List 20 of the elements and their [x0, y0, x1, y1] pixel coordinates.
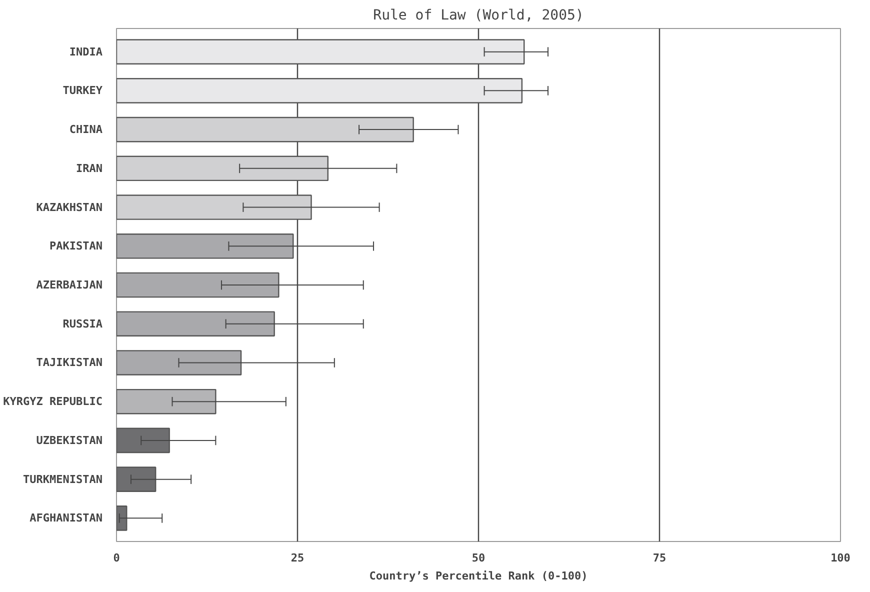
y-tick-label: AFGHANISTAN [30, 512, 103, 525]
x-tick-label: 75 [652, 552, 666, 564]
y-tick-label: TURKEY [62, 84, 103, 98]
y-tick-label: KAZAKHSTAN [36, 200, 103, 214]
y-tick-label: TURKMENISTAN [23, 472, 103, 486]
x-tick-label: 25 [290, 552, 304, 564]
y-tick-label: KYRGYZ REPUBLIC [3, 395, 103, 408]
y-tick-label: RUSSIA [62, 317, 103, 330]
y-tick-label: TAJIKISTAN [36, 356, 103, 370]
y-tick-label: PAKISTAN [50, 240, 103, 253]
y-tick-label: AZERBAIJAN [36, 278, 103, 292]
y-tick-label: IRAN [76, 162, 103, 175]
x-tick-label: 0 [113, 552, 120, 564]
x-axis-title: Country’s Percentile Rank (0-100) [369, 570, 588, 582]
chart-title: Rule of Law (World, 2005) [373, 8, 584, 24]
y-tick-label: UZBEKISTAN [36, 434, 103, 447]
x-tick-label: 50 [472, 552, 486, 564]
x-tick-label: 100 [830, 552, 850, 564]
y-tick-label: CHINA [69, 123, 103, 136]
y-tick-label: INDIA [69, 45, 103, 58]
